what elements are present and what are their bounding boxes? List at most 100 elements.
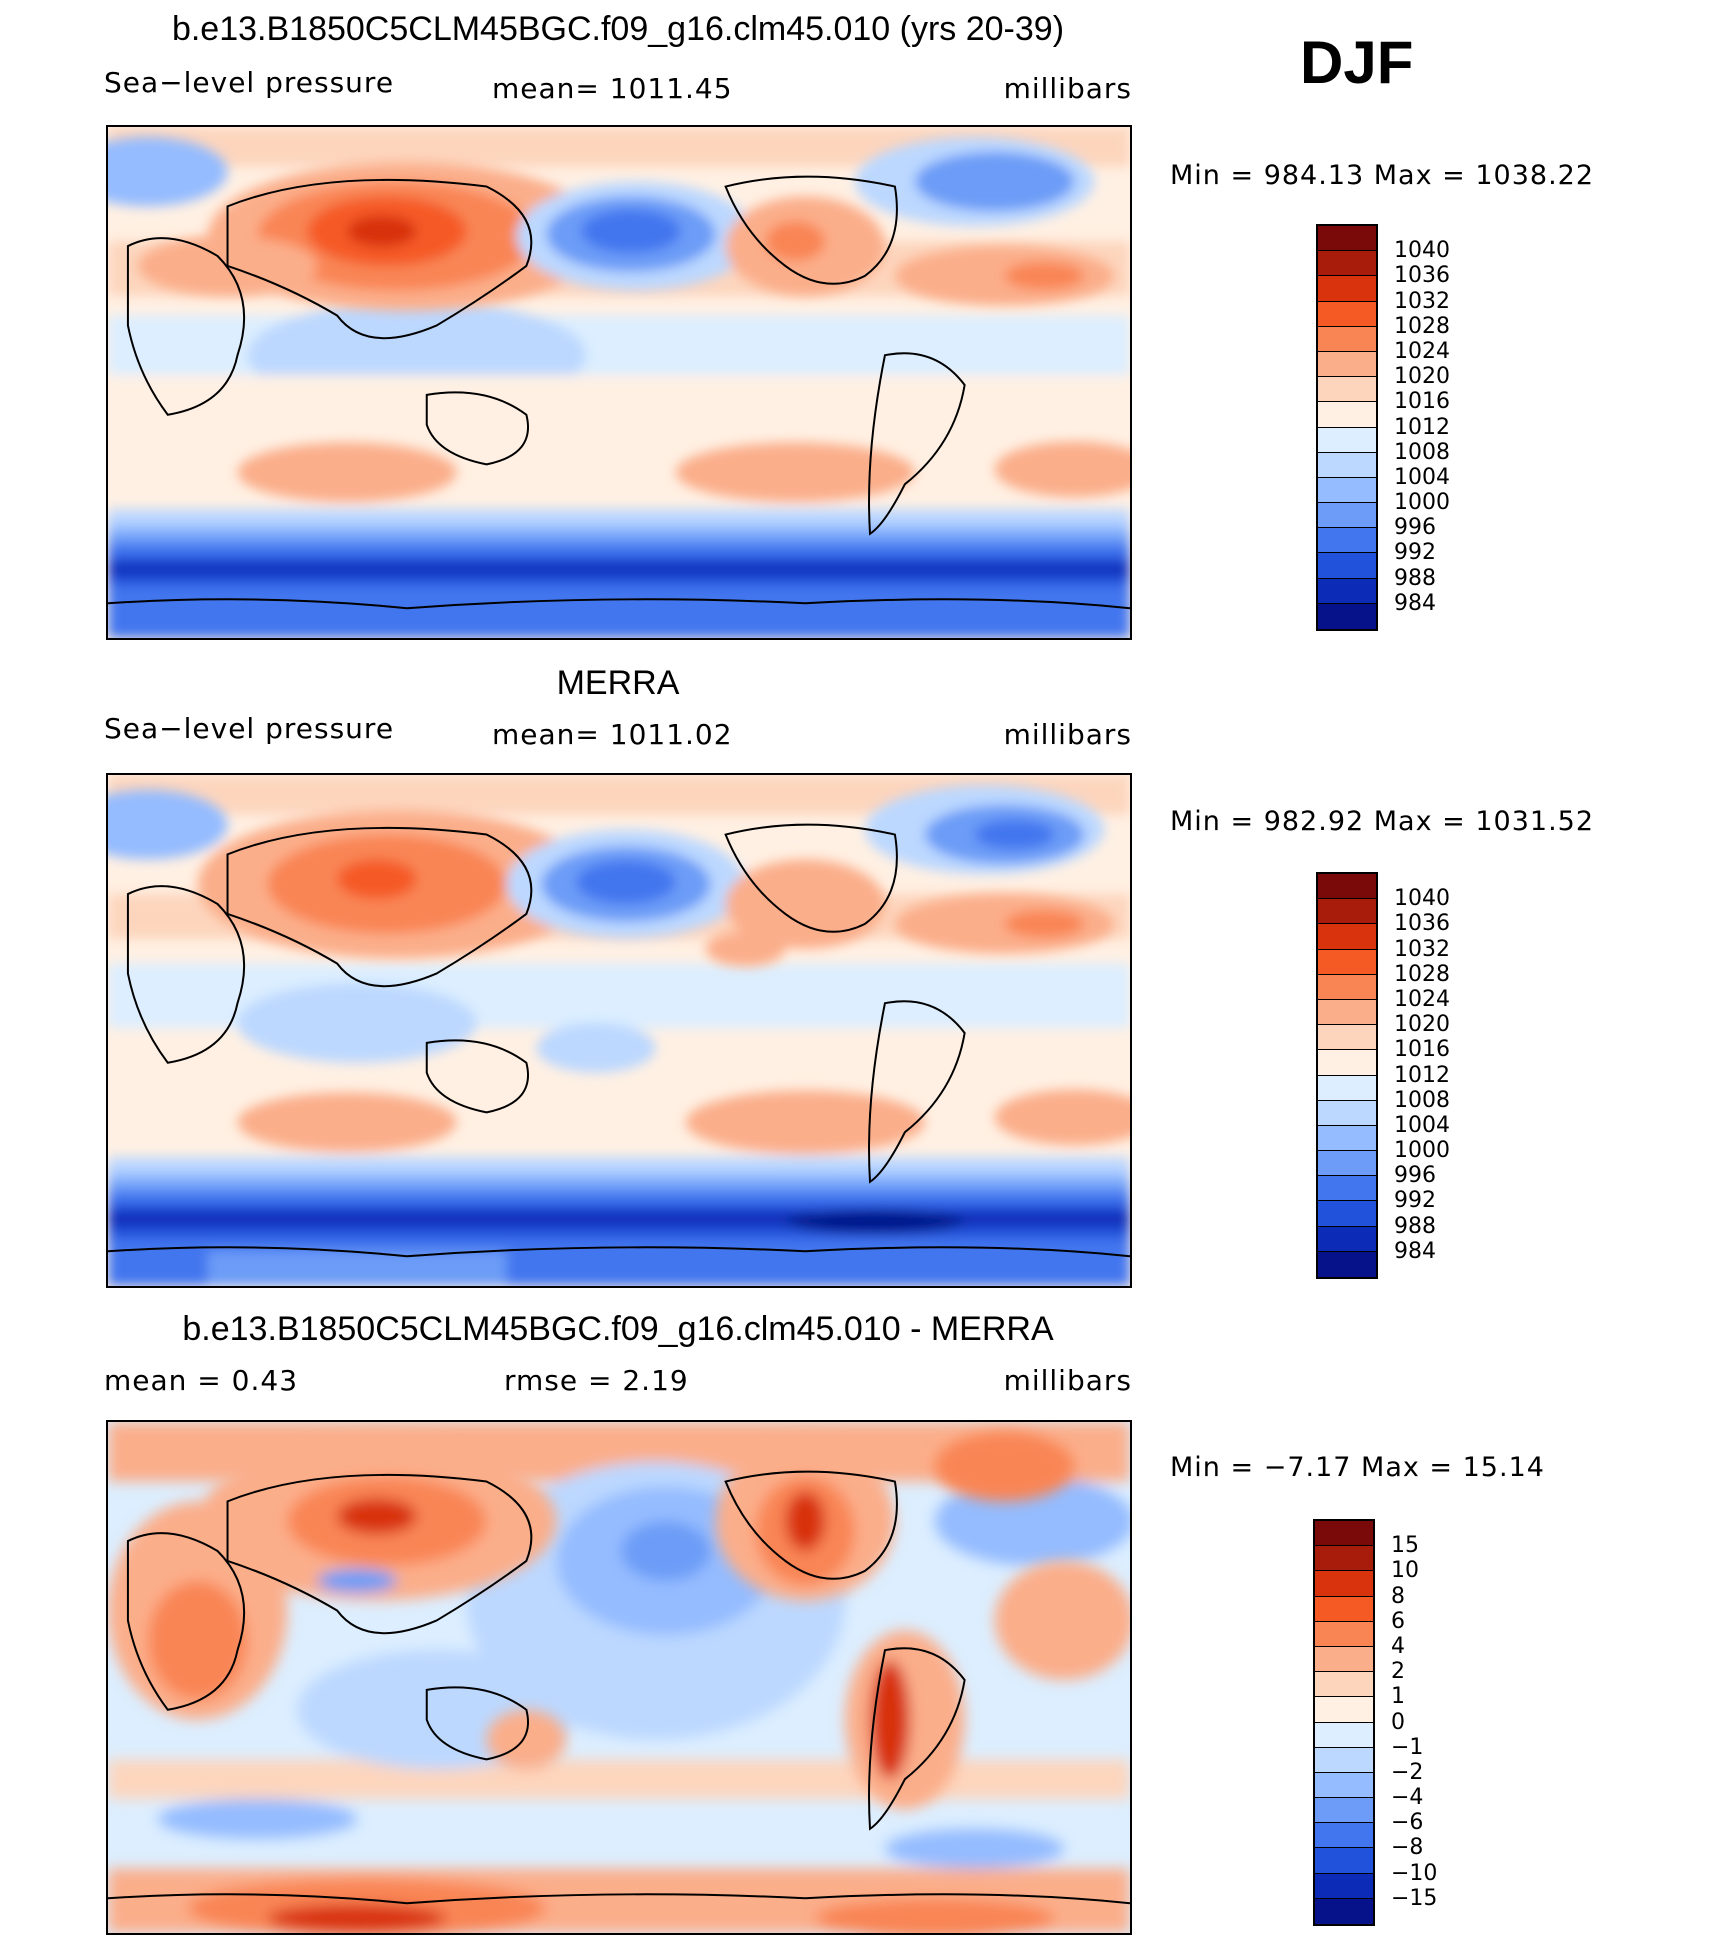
colorbar-1-segment — [1318, 452, 1376, 478]
colorbar-1-segment — [1318, 603, 1376, 629]
panel1-minmax: Min = 984.13 Max = 1038.22 — [1170, 160, 1595, 191]
colorbar-3-tick-label: 15 — [1391, 1533, 1419, 1559]
colorbar-1-segment — [1318, 326, 1376, 352]
panel2-variable-label: Sea−level pressure — [104, 712, 395, 745]
colorbar-1-segment — [1318, 503, 1376, 529]
colorbar-1-segment — [1318, 276, 1376, 302]
panel2-map — [106, 773, 1132, 1288]
colorbar-3-tick-label: −2 — [1391, 1759, 1424, 1785]
colorbar-1-tick-label: 1004 — [1394, 464, 1450, 490]
colorbar-1-tick-label: 988 — [1394, 565, 1436, 591]
colorbar-2-segment — [1318, 999, 1376, 1026]
colorbar-1-tick-label: 1000 — [1394, 490, 1450, 516]
colorbar-3-tick-label: −4 — [1391, 1785, 1424, 1811]
colorbar-2-segment — [1318, 1050, 1376, 1076]
colorbar-2-tick-label: 1004 — [1394, 1112, 1450, 1138]
colorbar-2-tick-label: 1036 — [1394, 911, 1450, 937]
panel1-units-label: millibars — [1003, 72, 1132, 105]
colorbar-3-tick-label: 2 — [1391, 1659, 1405, 1685]
panel2-map-svg — [108, 775, 1130, 1286]
colorbar-1-tick-label: 996 — [1394, 515, 1436, 541]
colorbar-3-segment — [1315, 1672, 1373, 1698]
panel2-minmax: Min = 982.92 Max = 1031.52 — [1170, 806, 1595, 837]
colorbar-1-tick-label: 1008 — [1394, 439, 1450, 465]
panel1-map — [106, 125, 1132, 640]
colorbar-1-segment — [1318, 351, 1376, 378]
panel3-rmse-label: rmse = 2.19 — [504, 1364, 689, 1397]
colorbar-2-segment — [1318, 924, 1376, 950]
colorbar-2-tick-label: 984 — [1394, 1238, 1436, 1264]
colorbar-2-segment — [1318, 1100, 1376, 1126]
colorbar-1-segment — [1318, 477, 1376, 504]
colorbar-2-tick-label: 1016 — [1394, 1037, 1450, 1063]
colorbar-2-tick-label: 1032 — [1394, 936, 1450, 962]
panel1-mean-label: mean= 1011.45 — [492, 72, 733, 105]
colorbar-1-tick-label: 984 — [1394, 590, 1436, 616]
colorbar-2-tick-label: 1028 — [1394, 961, 1450, 987]
colorbar-1-tick-label: 1020 — [1394, 364, 1450, 390]
panel2-mean-label: mean= 1011.02 — [492, 718, 733, 751]
panel1-title: b.e13.B1850C5CLM45BGC.f09_g16.clm45.010 … — [171, 10, 1065, 48]
colorbar-1-tick-label: 1040 — [1394, 238, 1450, 264]
panel3-mean-label: mean = 0.43 — [104, 1364, 299, 1397]
colorbar-3-segment — [1315, 1646, 1373, 1673]
panel2-coastlines — [108, 823, 1130, 1258]
colorbar-3-segment — [1315, 1521, 1373, 1547]
colorbar-2-segment — [1318, 1251, 1376, 1277]
colorbar-3-segment — [1315, 1621, 1373, 1647]
colorbar-2-tick-label: 988 — [1394, 1213, 1436, 1239]
colorbar-2-tick-label: 996 — [1394, 1163, 1436, 1189]
colorbar-2-segment — [1318, 1075, 1376, 1101]
colorbar-2-segment — [1318, 1226, 1376, 1252]
colorbar-1-segment — [1318, 427, 1376, 453]
colorbar-1-tick-label: 1024 — [1394, 338, 1450, 364]
colorbar-3-segment — [1315, 1798, 1373, 1824]
colorbar-2-segment — [1318, 974, 1376, 1000]
panel3-map-svg — [108, 1422, 1130, 1933]
colorbar-1-box — [1316, 224, 1378, 631]
colorbar-3-segment — [1315, 1747, 1373, 1773]
panel3-coastlines — [108, 1470, 1130, 1905]
panel3-minmax: Min = −7.17 Max = 15.14 — [1170, 1452, 1545, 1483]
season-label: DJF — [1300, 29, 1414, 96]
colorbar-3-segment — [1315, 1596, 1373, 1622]
panel1-variable-label: Sea−level pressure — [104, 66, 395, 99]
colorbar-1-segment — [1318, 301, 1376, 327]
colorbar-1-tick-label: 1016 — [1394, 389, 1450, 415]
colorbar-1-segment — [1318, 402, 1376, 428]
colorbar-3-tick-label: −10 — [1391, 1860, 1438, 1886]
colorbar-1-segment — [1318, 251, 1376, 277]
colorbar-3-tick-label: 8 — [1391, 1583, 1405, 1609]
colorbar-1-segment — [1318, 528, 1376, 554]
colorbar-2-tick-label: 1000 — [1394, 1138, 1450, 1164]
colorbar-3-segment — [1315, 1722, 1373, 1748]
colorbar-3-segment — [1315, 1823, 1373, 1849]
colorbar-3-tick-label: 4 — [1391, 1633, 1405, 1659]
colorbar-3-tick-label: 6 — [1391, 1608, 1405, 1634]
colorbar-2-tick-label: 1024 — [1394, 986, 1450, 1012]
panel3-map — [106, 1420, 1132, 1935]
colorbar-1-segment — [1318, 226, 1376, 252]
colorbar-2-tick-label: 992 — [1394, 1188, 1436, 1214]
colorbar-3-segment — [1315, 1546, 1373, 1572]
colorbar-2-tick-label: 1040 — [1394, 886, 1450, 912]
colorbar-3-segment — [1315, 1772, 1373, 1799]
panel1-map-svg — [108, 127, 1130, 638]
colorbar-2-segment — [1318, 899, 1376, 925]
colorbar-3-tick-label: 0 — [1391, 1709, 1405, 1735]
panel1-coastlines — [108, 175, 1130, 610]
colorbar-3-box — [1313, 1519, 1375, 1926]
colorbar-3-tick-label: −6 — [1391, 1810, 1424, 1836]
panel2-title: MERRA — [556, 664, 680, 702]
colorbar-1-tick-label: 1032 — [1394, 288, 1450, 314]
colorbar-1-tick-label: 1036 — [1394, 263, 1450, 289]
colorbar-3-segment — [1315, 1873, 1373, 1899]
colorbar-2-segment — [1318, 1201, 1376, 1227]
colorbar-2-tick-label: 1012 — [1394, 1062, 1450, 1088]
colorbar-3-tick-label: 10 — [1391, 1558, 1419, 1584]
colorbar-2-segment — [1318, 874, 1376, 900]
panel2-units-label: millibars — [1003, 718, 1132, 751]
panel3-title: b.e13.B1850C5CLM45BGC.f09_g16.clm45.010 … — [182, 1310, 1054, 1348]
colorbar-2-segment — [1318, 1151, 1376, 1177]
colorbar-1-segment — [1318, 377, 1376, 403]
